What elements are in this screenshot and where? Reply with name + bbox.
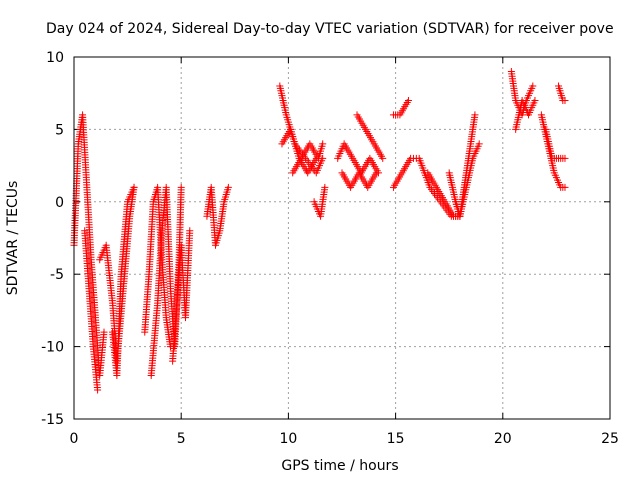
data-point [561, 96, 569, 104]
y-tick-label: 0 [55, 195, 64, 211]
x-tick-label: 15 [387, 431, 405, 447]
y-tick-label: -15 [41, 412, 64, 428]
data-point [404, 96, 412, 104]
data-point [529, 82, 537, 90]
data-point [379, 154, 387, 162]
y-axis-label: SDTVAR / TECUs [5, 181, 21, 296]
x-tick-label: 20 [494, 431, 512, 447]
x-tick-label: 5 [177, 431, 186, 447]
y-tick-label: -10 [41, 340, 64, 356]
data-point [471, 111, 479, 119]
data-point [372, 169, 380, 177]
data-points [70, 67, 569, 394]
data-point [100, 328, 108, 336]
chart-title: Day 024 of 2024, Sidereal Day-to-day VTE… [46, 21, 614, 37]
x-tick-label: 10 [279, 431, 297, 447]
plot-frame [73, 56, 611, 420]
data-point [130, 183, 138, 191]
y-tick-label: 5 [55, 122, 64, 138]
data-point [186, 227, 194, 235]
x-tick-label: 0 [70, 431, 79, 447]
data-point [94, 386, 102, 394]
x-axis-label: GPS time / hours [281, 458, 398, 474]
data-point [224, 183, 232, 191]
y-tick-label: 10 [46, 50, 64, 66]
data-point [177, 183, 185, 191]
data-point [321, 183, 329, 191]
data-point [561, 154, 569, 162]
data-point [561, 183, 569, 191]
data-point [531, 96, 539, 104]
data-point [475, 140, 483, 148]
data-point [319, 140, 327, 148]
x-tick-label: 25 [601, 431, 619, 447]
y-tick-label: -5 [50, 267, 64, 283]
